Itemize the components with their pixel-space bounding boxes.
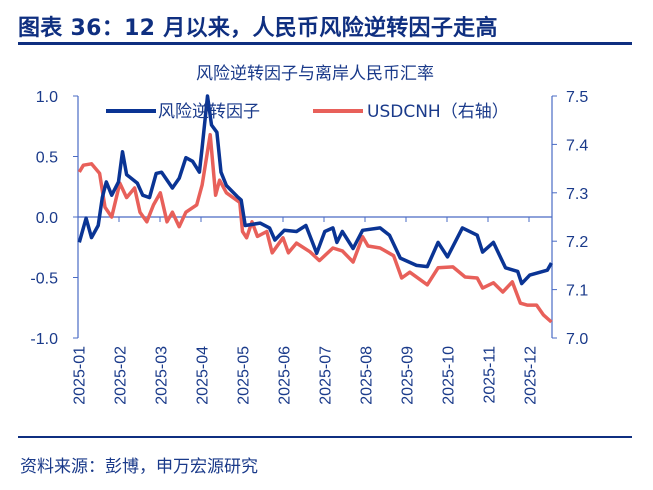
x-tick-label: 2025-11	[482, 346, 499, 404]
right-tick-label: 7.2	[566, 234, 588, 251]
left-tick-label: -1.0	[30, 331, 58, 348]
right-tick-label: 7.5	[566, 89, 588, 106]
x-tick-label: 2025-03	[154, 346, 171, 405]
x-tick-label: 2025-04	[195, 346, 212, 405]
legend: 风险逆转因子 USDCNH（右轴）	[106, 102, 509, 122]
x-tick-label: 2025-12	[523, 346, 540, 405]
right-tick-label: 7.1	[566, 283, 588, 300]
x-tick-label: 2025-09	[400, 346, 417, 405]
series-line-risk-reversal	[77, 94, 553, 286]
x-tick-label: 2025-01	[72, 346, 89, 405]
right-tick-label: 7.4	[566, 137, 588, 154]
x-tick-label: 2025-07	[318, 346, 335, 405]
line-chart: 风险逆转因子与离岸人民币汇率 1.0 0.5 0.0 -0.5 -1.0 7.5 7.4 7.…	[30, 64, 588, 405]
chart-title: 风险逆转因子与离岸人民币汇率	[196, 64, 434, 84]
x-tick-label: 2025-10	[441, 346, 458, 405]
series-line-usdcnh	[77, 132, 553, 324]
x-tick-label: 2025-05	[236, 346, 253, 405]
source-note: 资料来源：彭博，申万宏源研究	[20, 457, 258, 477]
left-tick-label: 0.5	[36, 150, 58, 167]
x-tick-label: 2025-06	[277, 346, 294, 405]
legend-label-usdcnh: USDCNH（右轴）	[367, 102, 509, 122]
series-lines	[77, 94, 553, 324]
left-tick-label: 1.0	[36, 89, 58, 106]
title-underline	[18, 42, 632, 45]
x-tick-label: 2025-02	[113, 346, 130, 405]
left-tick-label: -0.5	[30, 271, 58, 288]
axes: 1.0 0.5 0.0 -0.5 -1.0 7.5 7.4 7.3 7.2 7.1 7.0 2025-…	[30, 89, 588, 405]
right-tick-label: 7.0	[566, 331, 588, 348]
footer-rule	[18, 436, 632, 438]
x-tick-label: 2025-08	[359, 346, 376, 405]
right-tick-label: 7.3	[566, 186, 588, 203]
figure-title: 图表 36：12 月以来，人民币风险逆转因子走高	[18, 16, 498, 41]
legend-label-risk-reversal: 风险逆转因子	[158, 102, 260, 122]
left-tick-label: 0.0	[36, 210, 58, 227]
